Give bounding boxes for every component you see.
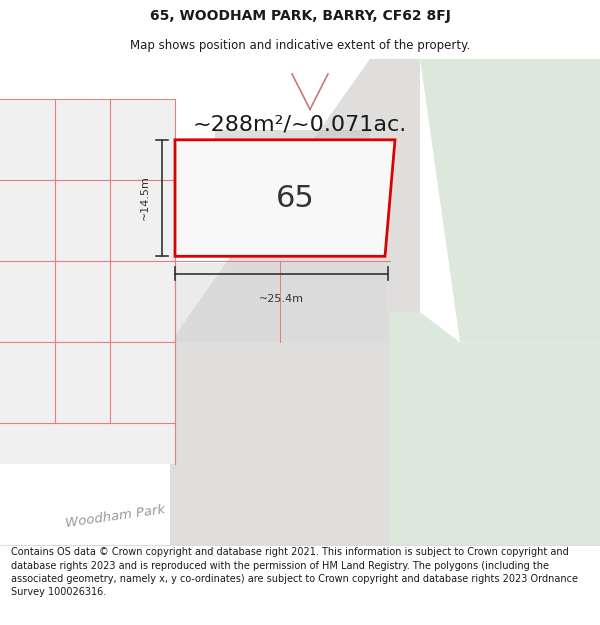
Bar <box>0 99 175 464</box>
Text: Contains OS data © Crown copyright and database right 2021. This information is : Contains OS data © Crown copyright and d… <box>11 548 578 597</box>
Text: 65, WOODHAM PARK, BARRY, CF62 8FJ: 65, WOODHAM PARK, BARRY, CF62 8FJ <box>149 9 451 24</box>
Polygon shape <box>175 140 395 256</box>
Text: 65: 65 <box>275 184 314 213</box>
Bar <box>215 129 370 231</box>
Bar <box>176 263 279 343</box>
Polygon shape <box>170 59 420 545</box>
Polygon shape <box>390 312 600 545</box>
Bar <box>282 263 387 343</box>
Text: ~25.4m: ~25.4m <box>259 294 304 304</box>
Polygon shape <box>180 59 600 343</box>
Text: Map shows position and indicative extent of the property.: Map shows position and indicative extent… <box>130 39 470 52</box>
Text: ~288m²/~0.071ac.: ~288m²/~0.071ac. <box>193 114 407 134</box>
Text: ~14.5m: ~14.5m <box>140 176 150 221</box>
Text: Woodham Park: Woodham Park <box>64 503 166 530</box>
